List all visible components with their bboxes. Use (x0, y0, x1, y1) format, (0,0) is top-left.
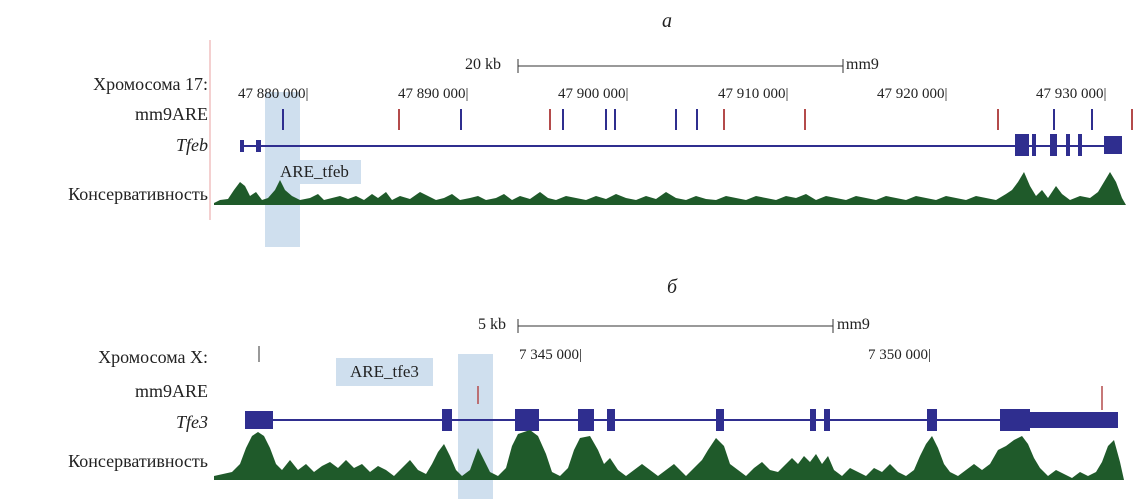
conservation-track-label-a: Консервативность (68, 184, 208, 204)
left-tick-b (258, 346, 260, 362)
are-track-b (477, 386, 1103, 410)
panel-label-b: б (667, 276, 678, 298)
conservation-track-a (214, 172, 1126, 205)
panel-b: б 5 kb mm9 Хромосома X: mm9ARE Tfe3 Конс… (0, 250, 1135, 499)
scale-label-b: 5 kb (478, 316, 506, 333)
chromosome-label-b: Хромосома X: (98, 347, 208, 367)
are-track-label-a: mm9ARE (134, 104, 208, 124)
are-track-a (282, 109, 1133, 130)
gene-track-label-b: Tfe3 (175, 412, 208, 432)
scale-label-a: 20 kb (465, 56, 501, 73)
gene-track-label-a: Tfeb (175, 135, 208, 155)
scale-bar-b (517, 319, 834, 333)
are-track-label-b: mm9ARE (134, 381, 208, 401)
assembly-label-b: mm9 (837, 316, 870, 333)
highlight-label-a: ARE_tfeb (268, 160, 361, 184)
highlight-label-b: ARE_tfe3 (336, 358, 433, 386)
panel-label-a: а (662, 10, 672, 32)
position-tick: 47 890 000| (398, 86, 469, 102)
position-tick: 47 910 000| (718, 86, 789, 102)
chromosome-label-a: Хромосома 17: (93, 74, 208, 94)
assembly-label-a: mm9 (846, 56, 879, 73)
gene-model-tfe3 (245, 409, 1118, 431)
position-tick: 47 930 000| (1036, 86, 1107, 102)
conservation-track-label-b: Консервативность (68, 451, 208, 471)
position-tick: 47 880 000| (238, 86, 309, 102)
conservation-track-b (214, 430, 1124, 480)
scale-bar-a (209, 40, 844, 220)
position-tick: 47 920 000| (877, 86, 948, 102)
panel-a: а 20 kb mm9 Хромосома 17: mm9ARE Tfeb Ко… (68, 10, 1133, 247)
position-tick: 47 900 000| (558, 86, 629, 102)
position-tick: 7 350 000| (868, 347, 932, 363)
position-tick: 7 345 000| (519, 347, 583, 363)
gene-model-tfeb (240, 134, 1122, 156)
